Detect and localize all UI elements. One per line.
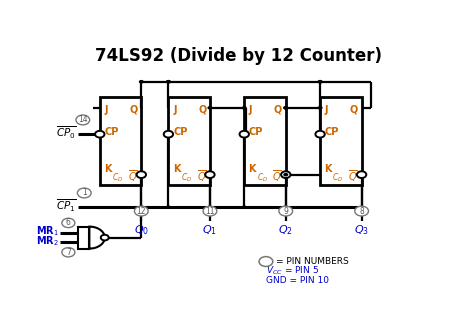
Text: Q: Q	[198, 105, 206, 115]
Text: $C_D$: $C_D$	[256, 172, 268, 184]
Text: J: J	[173, 105, 177, 115]
Circle shape	[62, 218, 75, 227]
Text: = PIN NUMBERS: = PIN NUMBERS	[276, 257, 349, 266]
Circle shape	[62, 248, 75, 257]
Circle shape	[283, 106, 288, 110]
Circle shape	[279, 206, 293, 216]
Text: Q: Q	[350, 105, 358, 115]
Text: Q: Q	[274, 105, 282, 115]
Text: K: K	[173, 164, 180, 174]
Circle shape	[166, 80, 171, 84]
Circle shape	[317, 80, 322, 84]
Text: $Q_2$: $Q_2$	[278, 223, 293, 237]
Text: J: J	[325, 105, 328, 115]
Circle shape	[207, 205, 212, 209]
Circle shape	[203, 206, 217, 216]
Text: CP: CP	[249, 127, 263, 137]
Text: 9: 9	[283, 207, 288, 216]
Text: $C_D$: $C_D$	[112, 172, 123, 184]
Circle shape	[317, 106, 322, 110]
Circle shape	[283, 173, 288, 176]
Text: $V_{CC}$ = PIN 5: $V_{CC}$ = PIN 5	[266, 264, 319, 277]
Text: $Q_1$: $Q_1$	[202, 223, 218, 237]
Text: 14: 14	[78, 116, 88, 124]
Circle shape	[283, 205, 288, 209]
Circle shape	[242, 106, 247, 110]
Text: CP: CP	[325, 127, 339, 137]
Circle shape	[281, 171, 290, 178]
Text: $\overline{Q}$: $\overline{Q}$	[348, 168, 358, 184]
Circle shape	[205, 171, 215, 178]
Circle shape	[139, 205, 144, 209]
Circle shape	[242, 205, 247, 209]
Circle shape	[357, 171, 366, 178]
Text: $C_D$: $C_D$	[332, 172, 343, 184]
Text: $\overline{Q}$: $\overline{Q}$	[128, 168, 138, 184]
Text: $\overline{CP_0}$: $\overline{CP_0}$	[56, 125, 76, 141]
Text: MR$_1$: MR$_1$	[36, 224, 59, 238]
Bar	[168, 97, 210, 185]
Bar	[78, 226, 89, 249]
Text: $Q_3$: $Q_3$	[354, 223, 369, 237]
Text: CP: CP	[104, 127, 119, 137]
Bar	[100, 97, 141, 185]
Circle shape	[95, 131, 104, 137]
Text: K: K	[104, 164, 112, 174]
Circle shape	[135, 206, 148, 216]
Text: 8: 8	[359, 207, 364, 216]
Circle shape	[137, 171, 146, 178]
Text: 74LS92 (Divide by 12 Counter): 74LS92 (Divide by 12 Counter)	[96, 47, 382, 65]
Circle shape	[315, 131, 325, 137]
Text: MR$_2$: MR$_2$	[36, 234, 59, 248]
Text: K: K	[248, 164, 256, 174]
Circle shape	[77, 188, 91, 198]
Circle shape	[166, 205, 171, 209]
Text: 1: 1	[82, 188, 87, 198]
Circle shape	[207, 106, 212, 110]
Bar	[244, 97, 286, 185]
Bar	[320, 97, 362, 185]
Text: 6: 6	[66, 218, 71, 227]
Circle shape	[283, 106, 288, 110]
Text: J: J	[104, 105, 108, 115]
Circle shape	[166, 80, 171, 84]
Polygon shape	[89, 226, 105, 249]
Text: 7: 7	[66, 248, 71, 257]
Text: $\overline{Q}$: $\overline{Q}$	[273, 168, 282, 184]
Text: J: J	[249, 105, 253, 115]
Circle shape	[259, 257, 273, 266]
Text: 12: 12	[137, 207, 146, 216]
Text: $\overline{Q}$: $\overline{Q}$	[197, 168, 206, 184]
Text: Q: Q	[130, 105, 138, 115]
Text: K: K	[324, 164, 332, 174]
Circle shape	[240, 131, 249, 137]
Text: GND = PIN 10: GND = PIN 10	[266, 276, 329, 285]
Circle shape	[317, 80, 322, 84]
Text: CP: CP	[173, 127, 187, 137]
Circle shape	[139, 80, 144, 84]
Text: 11: 11	[205, 207, 215, 216]
Text: $C_D$: $C_D$	[181, 172, 192, 184]
Circle shape	[355, 206, 369, 216]
Text: $\overline{CP_1}$: $\overline{CP_1}$	[56, 198, 76, 214]
Circle shape	[101, 235, 109, 241]
Circle shape	[164, 131, 173, 137]
Circle shape	[76, 115, 89, 125]
Text: $Q_0$: $Q_0$	[134, 223, 149, 237]
